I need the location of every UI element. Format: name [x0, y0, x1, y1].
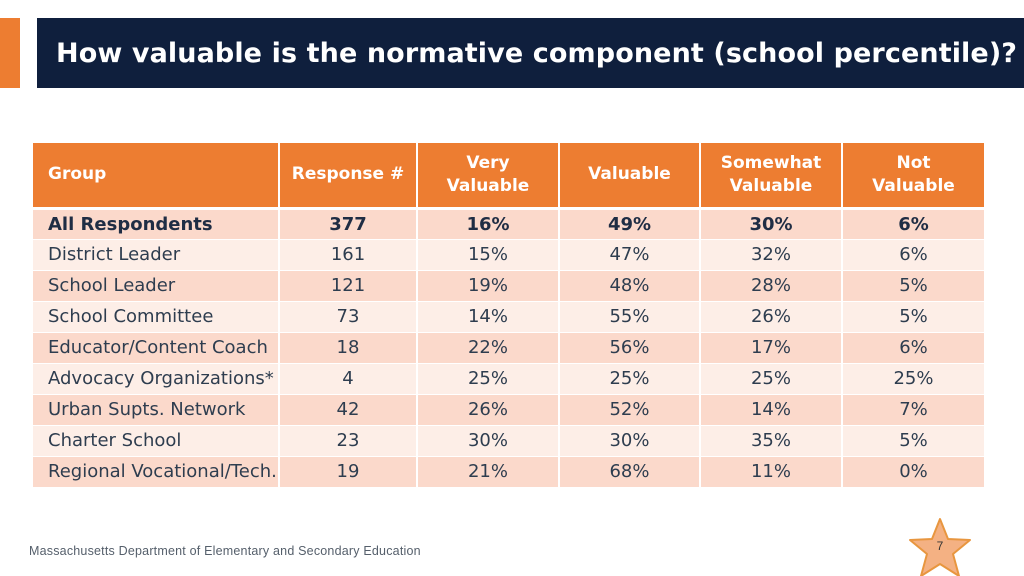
cell-not-valuable: 6%: [842, 239, 984, 271]
header-very-valuable: Very Valuable: [417, 143, 560, 208]
header-not-valuable: Not Valuable: [842, 143, 984, 208]
cell-very-valuable: 25%: [417, 363, 560, 395]
table-row: School Committee 73 14% 55% 26% 5%: [33, 301, 984, 333]
cell-valuable: 68%: [559, 456, 701, 488]
cell-group: Charter School: [33, 425, 280, 457]
cell-valuable: 48%: [559, 270, 701, 302]
cell-not-valuable: 25%: [842, 363, 984, 395]
slide-title: How valuable is the normative component …: [56, 37, 1018, 69]
cell-valuable: 47%: [559, 239, 701, 271]
table-row: Charter School 23 30% 30% 35% 5%: [33, 425, 984, 457]
header-row: Group Response # Very Valuable Valuable …: [33, 143, 984, 208]
header-group-line-1: Group: [48, 164, 107, 185]
table-row: School Leader 121 19% 48% 28% 5%: [33, 270, 984, 302]
cell-group: Regional Vocational/Tech.: [33, 456, 280, 488]
results-table-container: Group Response # Very Valuable Valuable …: [33, 143, 984, 488]
cell-somewhat-valuable: 35%: [700, 425, 843, 457]
cell-not-valuable: 6%: [842, 208, 984, 240]
header-very-valuable-line-2: Valuable: [446, 175, 530, 196]
header-somewhat-valuable: Somewhat Valuable: [700, 143, 843, 208]
cell-group: All Respondents: [33, 208, 280, 240]
cell-very-valuable: 15%: [417, 239, 560, 271]
cell-response-count: 121: [279, 270, 418, 302]
cell-group: District Leader: [33, 239, 280, 271]
table-row: All Respondents 377 16% 49% 30% 6%: [33, 208, 984, 240]
cell-valuable: 49%: [559, 208, 701, 240]
header-response-line-1: Response #: [291, 164, 405, 185]
cell-valuable: 52%: [559, 394, 701, 426]
cell-valuable: 30%: [559, 425, 701, 457]
table-row: District Leader 161 15% 47% 32% 6%: [33, 239, 984, 271]
cell-very-valuable: 14%: [417, 301, 560, 333]
cell-response-count: 42: [279, 394, 418, 426]
header-somewhat-valuable-line-1: Somewhat: [720, 152, 822, 173]
cell-response-count: 4: [279, 363, 418, 395]
header-not-valuable-line-1: Not: [896, 152, 931, 173]
cell-somewhat-valuable: 14%: [700, 394, 843, 426]
accent-bar: [0, 18, 20, 88]
cell-very-valuable: 16%: [417, 208, 560, 240]
cell-somewhat-valuable: 30%: [700, 208, 843, 240]
table-header: Group Response # Very Valuable Valuable …: [33, 143, 984, 208]
cell-not-valuable: 5%: [842, 425, 984, 457]
cell-somewhat-valuable: 26%: [700, 301, 843, 333]
cell-not-valuable: 6%: [842, 332, 984, 364]
header-valuable: Valuable: [559, 143, 701, 208]
cell-group: Advocacy Organizations*: [33, 363, 280, 395]
page-number: 7: [936, 539, 944, 553]
cell-very-valuable: 30%: [417, 425, 560, 457]
cell-very-valuable: 21%: [417, 456, 560, 488]
cell-response-count: 18: [279, 332, 418, 364]
header-somewhat-valuable-line-2: Valuable: [729, 175, 813, 196]
star-icon: [909, 518, 971, 576]
cell-valuable: 25%: [559, 363, 701, 395]
cell-valuable: 55%: [559, 301, 701, 333]
table-row: Educator/Content Coach 18 22% 56% 17% 6%: [33, 332, 984, 364]
cell-response-count: 23: [279, 425, 418, 457]
cell-response-count: 19: [279, 456, 418, 488]
header-group: Group: [33, 143, 280, 208]
footer-organization: Massachusetts Department of Elementary a…: [29, 544, 421, 558]
cell-somewhat-valuable: 28%: [700, 270, 843, 302]
cell-group: School Committee: [33, 301, 280, 333]
cell-response-count: 161: [279, 239, 418, 271]
table-body: All Respondents 377 16% 49% 30% 6% Distr…: [33, 208, 984, 488]
cell-not-valuable: 5%: [842, 270, 984, 302]
cell-response-count: 377: [279, 208, 418, 240]
cell-very-valuable: 22%: [417, 332, 560, 364]
cell-very-valuable: 26%: [417, 394, 560, 426]
cell-not-valuable: 5%: [842, 301, 984, 333]
header-very-valuable-line-1: Very: [466, 152, 510, 173]
cell-somewhat-valuable: 32%: [700, 239, 843, 271]
cell-somewhat-valuable: 11%: [700, 456, 843, 488]
header-not-valuable-line-2: Valuable: [872, 175, 955, 196]
results-table: Group Response # Very Valuable Valuable …: [33, 143, 984, 488]
cell-not-valuable: 0%: [842, 456, 984, 488]
cell-group: Educator/Content Coach: [33, 332, 280, 364]
cell-very-valuable: 19%: [417, 270, 560, 302]
cell-somewhat-valuable: 25%: [700, 363, 843, 395]
table-row: Advocacy Organizations* 4 25% 25% 25% 25…: [33, 363, 984, 395]
title-band: How valuable is the normative component …: [37, 18, 1024, 88]
cell-group: Urban Supts. Network: [33, 394, 280, 426]
header-response-count: Response #: [279, 143, 418, 208]
cell-valuable: 56%: [559, 332, 701, 364]
header-valuable-line-1: Valuable: [588, 164, 671, 185]
table-row: Urban Supts. Network 42 26% 52% 14% 7%: [33, 394, 984, 426]
cell-somewhat-valuable: 17%: [700, 332, 843, 364]
cell-response-count: 73: [279, 301, 418, 333]
table-row: Regional Vocational/Tech. 19 21% 68% 11%…: [33, 456, 984, 488]
cell-not-valuable: 7%: [842, 394, 984, 426]
cell-group: School Leader: [33, 270, 280, 302]
